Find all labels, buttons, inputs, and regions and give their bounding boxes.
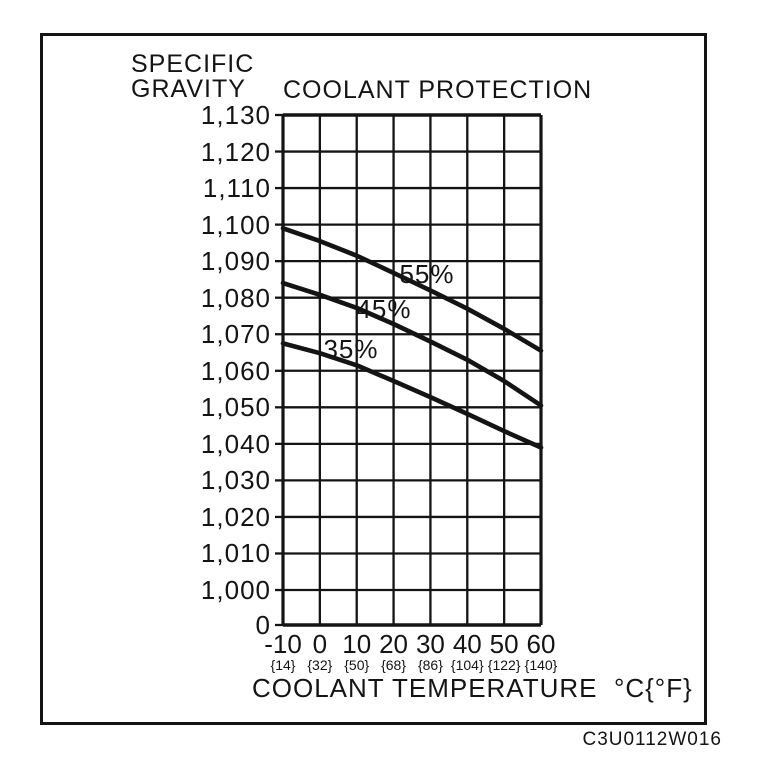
y-tick-label: 1,130 bbox=[200, 100, 271, 130]
x-tick-label-celsius: 20 bbox=[379, 629, 409, 659]
x-tick-label-fahrenheit: {14} bbox=[270, 657, 296, 673]
chart-title: COOLANT PROTECTION bbox=[283, 76, 593, 104]
plot-area: 55% 45% 35% bbox=[275, 113, 544, 627]
x-tick-label-fahrenheit: {140} bbox=[524, 657, 558, 673]
curve-label-45pct: 45% bbox=[356, 294, 411, 324]
x-tick-label-fahrenheit: {68} bbox=[381, 657, 407, 673]
figure-border bbox=[40, 33, 707, 725]
y-tick-label: 1,040 bbox=[200, 428, 271, 459]
curve-label-55pct: 55% bbox=[399, 259, 454, 289]
curve-label-35pct: 35% bbox=[323, 334, 378, 364]
y-tick-label: 1,120 bbox=[200, 136, 271, 167]
y-tick-label: 1,010 bbox=[200, 538, 271, 569]
y-tick-label: 1,080 bbox=[200, 282, 271, 313]
y-axis-title-line1: SPECIFIC bbox=[131, 50, 255, 78]
x-tick-label-celsius: 30 bbox=[415, 629, 445, 659]
curve-55pct bbox=[280, 226, 544, 353]
x-tick-label-celsius: 40 bbox=[452, 629, 482, 659]
y-axis-title-line2: GRAVITY bbox=[131, 75, 246, 103]
y-axis-title: SPECIFIC GRAVITY bbox=[131, 52, 254, 102]
x-tick-label-fahrenheit: {104} bbox=[450, 657, 484, 673]
x-tick-label-fahrenheit: {50} bbox=[344, 657, 370, 673]
y-tick-label: 1,000 bbox=[200, 575, 271, 606]
x-tick-label-celsius: 50 bbox=[489, 629, 519, 659]
x-tick-label-celsius: -10 bbox=[264, 629, 302, 659]
x-tick-label-fahrenheit: {86} bbox=[417, 657, 443, 673]
x-tick-label-celsius: 60 bbox=[526, 629, 556, 659]
y-tick-label: 1,100 bbox=[200, 209, 271, 240]
y-tick-label: 1,090 bbox=[200, 246, 271, 277]
x-tick-label-celsius: 0 bbox=[312, 629, 328, 659]
figure-caption: C3U0112W016 bbox=[582, 729, 722, 750]
x-tick-label-celsius: 10 bbox=[342, 629, 372, 659]
x-tick-label-fahrenheit: {122} bbox=[487, 657, 521, 673]
y-tick-label: 0 bbox=[255, 610, 271, 640]
curve-45pct bbox=[280, 280, 544, 408]
y-tick-label: 1,060 bbox=[200, 355, 271, 386]
y-tick-label: 1,070 bbox=[200, 319, 271, 350]
y-tick-label: 1,020 bbox=[200, 501, 271, 532]
x-axis-title: COOLANT TEMPERATURE °C{°F} bbox=[252, 673, 693, 703]
x-tick-label-fahrenheit: {32} bbox=[307, 657, 333, 673]
y-tick-label: 1,050 bbox=[200, 392, 271, 423]
curve-35pct bbox=[280, 341, 544, 450]
y-tick-label: 1,110 bbox=[202, 173, 271, 204]
y-tick-label: 1,030 bbox=[200, 465, 271, 496]
